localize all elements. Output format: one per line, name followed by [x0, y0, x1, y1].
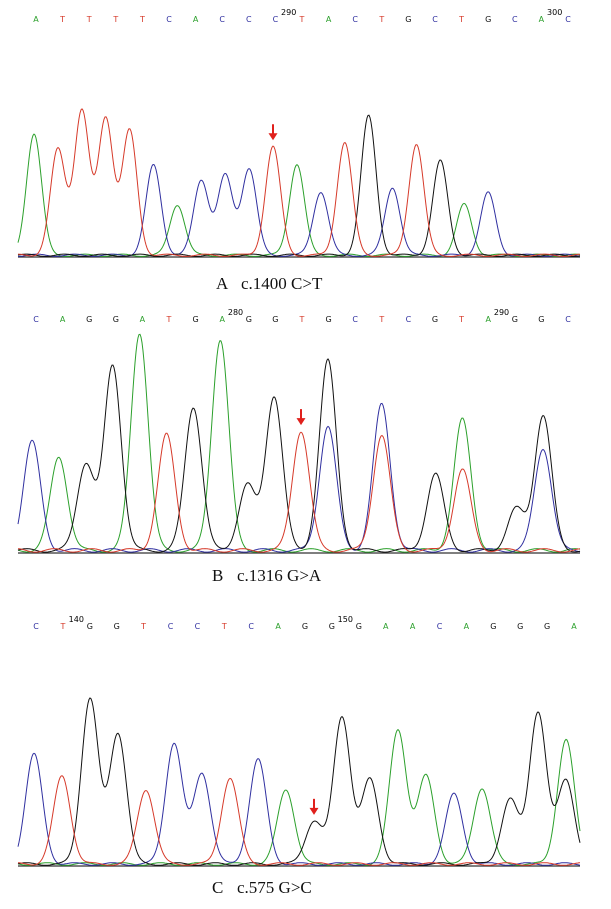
base-call: A — [33, 15, 39, 24]
base-call: G — [302, 622, 308, 631]
base-call: T — [139, 15, 145, 24]
base-call: G — [272, 315, 278, 324]
panel-label: B — [212, 566, 223, 585]
base-call: T — [59, 622, 65, 631]
trace-line — [17, 133, 581, 257]
variant-caption: c.1316 G>A — [237, 566, 322, 585]
base-call: C — [33, 315, 39, 324]
base-call: G — [87, 622, 93, 631]
base-call: C — [195, 622, 201, 631]
base-call: G — [405, 15, 411, 24]
base-call: T — [299, 315, 305, 324]
position-number: 290 — [494, 308, 509, 317]
trace-line — [17, 742, 581, 866]
variant-arrow-head — [309, 807, 319, 815]
base-call: A — [571, 622, 577, 631]
trace-line — [17, 402, 581, 553]
base-call: C — [33, 622, 39, 631]
base-call: C — [432, 15, 438, 24]
base-call: T — [378, 315, 384, 324]
base-call: G — [490, 622, 496, 631]
base-call: T — [458, 15, 464, 24]
base-call: C — [437, 622, 443, 631]
base-call: C — [219, 15, 225, 24]
base-call: T — [221, 622, 227, 631]
position-number: 290 — [281, 8, 296, 17]
base-call: T — [458, 315, 464, 324]
base-call: G — [86, 315, 92, 324]
base-call: G — [329, 622, 335, 631]
base-call: T — [112, 15, 118, 24]
trace-line — [17, 697, 581, 866]
base-call: A — [275, 622, 281, 631]
base-call: G — [517, 622, 523, 631]
base-call: T — [86, 15, 92, 24]
position-number: 280 — [228, 308, 243, 317]
base-call: G — [113, 315, 119, 324]
base-call: C — [565, 315, 571, 324]
base-call: G — [246, 315, 252, 324]
base-call: A — [60, 315, 66, 324]
base-call: C — [352, 315, 358, 324]
variant-arrow-head — [268, 133, 278, 141]
base-call: A — [219, 315, 225, 324]
trace-line — [17, 358, 581, 553]
base-call: A — [485, 315, 491, 324]
base-call: G — [544, 622, 550, 631]
base-call: C — [512, 15, 518, 24]
base-call: G — [325, 315, 331, 324]
variant-caption: c.1400 C>T — [241, 274, 323, 293]
base-call: C — [168, 622, 174, 631]
base-call: G — [485, 15, 491, 24]
panel-label: C — [212, 878, 223, 897]
base-call: T — [378, 15, 384, 24]
trace-line — [17, 114, 581, 257]
base-call: T — [166, 315, 172, 324]
base-call: A — [464, 622, 470, 631]
base-call: T — [299, 15, 305, 24]
position-number: 140 — [69, 615, 84, 624]
base-call: A — [383, 622, 389, 631]
base-call: C — [352, 15, 358, 24]
panel-c: C T G G T C C T C A G G G A A C A G G G A 140 150 C c.575 G>C — [17, 615, 581, 897]
trace-line — [18, 163, 581, 257]
base-call: G — [432, 315, 438, 324]
base-call: A — [140, 315, 146, 324]
base-call: G — [114, 622, 120, 631]
base-call: C — [166, 15, 172, 24]
base-call: C — [406, 315, 412, 324]
base-call: G — [356, 622, 362, 631]
variant-caption: c.575 G>C — [237, 878, 312, 897]
panel-b: C A G G A T G A G G T G C T C G T A G G C 280 290 B c.1316 G>A — [17, 308, 581, 585]
base-call: A — [193, 15, 199, 24]
panel-label: A — [216, 274, 229, 293]
base-call: C — [273, 15, 279, 24]
base-call: C — [248, 622, 254, 631]
trace-line — [17, 108, 580, 257]
base-call: G — [192, 315, 198, 324]
base-call: T — [140, 622, 146, 631]
base-call: G — [512, 315, 518, 324]
base-call: T — [59, 15, 65, 24]
position-number: 150 — [338, 615, 353, 624]
trace-line — [17, 431, 581, 553]
variant-arrow-head — [296, 418, 306, 426]
base-call: A — [326, 15, 332, 24]
trace-line — [17, 728, 581, 866]
base-call: C — [246, 15, 252, 24]
position-number: 300 — [547, 8, 562, 17]
base-call: C — [565, 15, 571, 24]
trace-line — [17, 775, 580, 866]
base-call: A — [410, 622, 416, 631]
base-call: G — [538, 315, 544, 324]
base-call: A — [539, 15, 545, 24]
